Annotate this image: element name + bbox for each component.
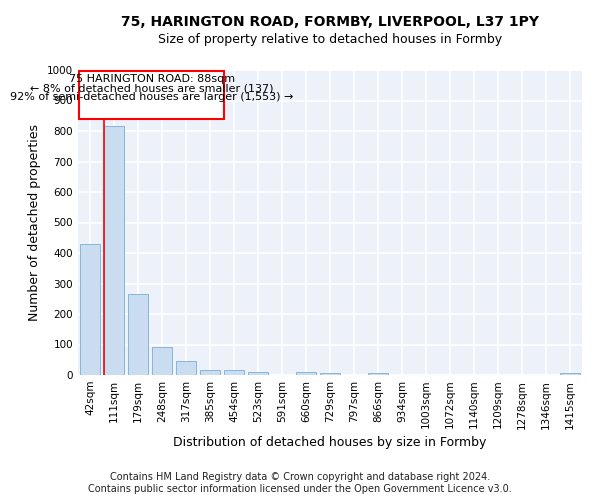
Text: Size of property relative to detached houses in Formby: Size of property relative to detached ho… [158, 34, 502, 46]
Text: 92% of semi-detached houses are larger (1,553) →: 92% of semi-detached houses are larger (… [10, 92, 293, 102]
Text: ← 8% of detached houses are smaller (137): ← 8% of detached houses are smaller (137… [30, 84, 274, 94]
Text: Contains public sector information licensed under the Open Government Licence v3: Contains public sector information licen… [88, 484, 512, 494]
Text: Contains HM Land Registry data © Crown copyright and database right 2024.: Contains HM Land Registry data © Crown c… [110, 472, 490, 482]
Bar [152, 347, 172, 375]
Bar [320, 374, 340, 375]
Y-axis label: Number of detached properties: Number of detached properties [28, 124, 41, 321]
Bar [104, 126, 124, 375]
Bar [176, 362, 196, 375]
Bar [224, 370, 244, 375]
Bar [80, 244, 100, 375]
Bar [79, 70, 224, 119]
X-axis label: Distribution of detached houses by size in Formby: Distribution of detached houses by size … [173, 436, 487, 448]
Bar [128, 294, 148, 375]
Text: 75, HARINGTON ROAD, FORMBY, LIVERPOOL, L37 1PY: 75, HARINGTON ROAD, FORMBY, LIVERPOOL, L… [121, 16, 539, 30]
Bar [560, 372, 580, 375]
Bar [296, 372, 316, 375]
Bar [200, 370, 220, 375]
Bar [368, 374, 388, 375]
Text: 75 HARINGTON ROAD: 88sqm: 75 HARINGTON ROAD: 88sqm [69, 74, 235, 84]
Bar [248, 372, 268, 375]
